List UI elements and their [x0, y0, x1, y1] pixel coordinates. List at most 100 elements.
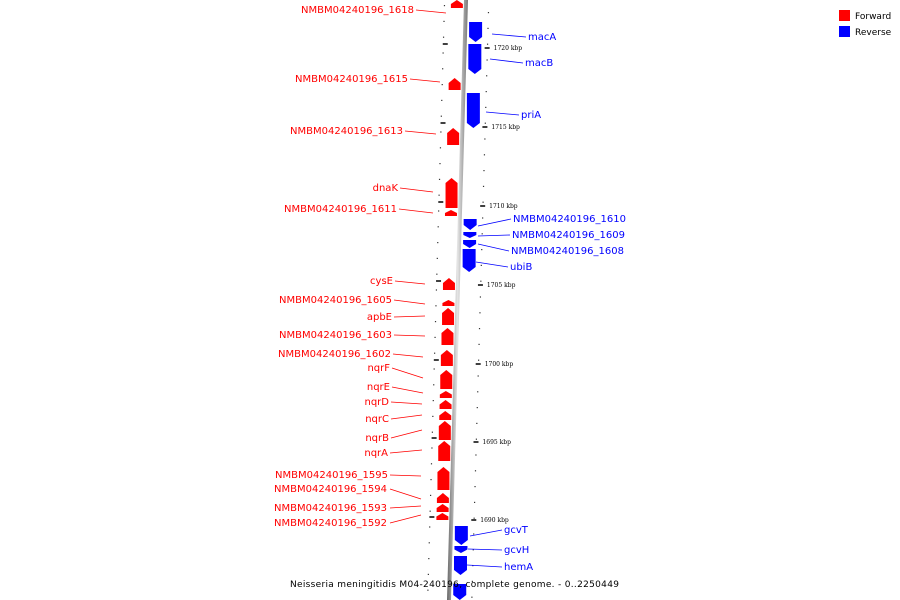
minor-tick: [476, 407, 478, 409]
forward-gene-feature[interactable]: [437, 467, 450, 490]
minor-tick: [475, 438, 477, 440]
reverse-gene-feature[interactable]: [453, 584, 467, 600]
forward-gene-feature[interactable]: [447, 128, 460, 145]
forward-gene-feature[interactable]: [442, 278, 455, 290]
forward-gene-label[interactable]: NMBM04240196_1618: [301, 5, 414, 16]
reverse-gene-feature[interactable]: [466, 93, 480, 128]
reverse-gene-feature[interactable]: [469, 22, 483, 42]
minor-tick: [430, 479, 432, 481]
forward-gene-feature[interactable]: [439, 411, 452, 420]
forward-gene-label[interactable]: cysE: [370, 276, 393, 287]
forward-gene-feature[interactable]: [436, 513, 449, 520]
minor-tick: [433, 384, 435, 386]
reverse-gene-label[interactable]: ubiB: [510, 262, 532, 273]
forward-gene-leader: [392, 353, 424, 358]
reverse-gene-label[interactable]: hemA: [504, 562, 533, 573]
forward-gene-feature[interactable]: [448, 78, 461, 90]
minor-tick: [428, 558, 430, 560]
minor-tick: [486, 43, 489, 45]
reverse-gene-label[interactable]: NMBM04240196_1610: [513, 214, 626, 225]
forward-gene-label[interactable]: NMBM04240196_1603: [279, 330, 392, 341]
forward-gene-feature[interactable]: [442, 300, 455, 306]
minor-tick: [479, 312, 481, 314]
forward-gene-feature[interactable]: [439, 400, 452, 409]
forward-gene-label[interactable]: NMBM04240196_1594: [274, 484, 387, 495]
forward-gene-feature[interactable]: [439, 391, 452, 398]
reverse-gene-feature[interactable]: [468, 44, 482, 74]
forward-gene-leader: [393, 334, 426, 337]
forward-gene-leader: [404, 130, 437, 135]
forward-gene-feature[interactable]: [438, 441, 451, 461]
forward-gene-leader: [398, 208, 434, 214]
forward-gene-feature[interactable]: [436, 493, 449, 503]
reverse-gene-label[interactable]: macA: [528, 32, 556, 43]
forward-gene-label[interactable]: NMBM04240196_1602: [278, 349, 391, 360]
forward-gene-feature[interactable]: [436, 504, 449, 512]
minor-tick: [484, 138, 486, 140]
feature-layer: [436, 0, 483, 600]
minor-tick: [475, 454, 477, 456]
forward-gene-feature[interactable]: [438, 421, 451, 440]
forward-gene-feature[interactable]: [440, 370, 453, 389]
forward-gene-label[interactable]: dnaK: [373, 183, 399, 194]
reverse-gene-feature[interactable]: [463, 219, 477, 230]
reverse-gene-label[interactable]: gcvT: [504, 525, 529, 536]
reverse-gene-label[interactable]: priA: [521, 110, 541, 121]
reverse-gene-feature[interactable]: [462, 249, 476, 272]
reverse-gene-leader: [469, 529, 503, 537]
forward-gene-leader: [393, 299, 426, 305]
scale-tick-label: 1690 kbp: [480, 517, 509, 524]
minor-tick: [441, 99, 443, 101]
reverse-gene-label[interactable]: macB: [525, 58, 553, 69]
genome-backbone: [447, 0, 468, 600]
forward-gene-leader: [409, 78, 441, 83]
forward-gene-leader: [389, 474, 422, 477]
map-caption: Neisseria meningitidis M04-240196, compl…: [290, 580, 619, 590]
minor-tick: [485, 106, 487, 108]
legend-reverse-label: Reverse: [855, 28, 892, 38]
forward-gene-label[interactable]: NMBM04240196_1595: [275, 470, 388, 481]
forward-gene-label[interactable]: nqrD: [365, 397, 390, 408]
minor-tick: [428, 542, 430, 544]
reverse-gene-feature[interactable]: [463, 240, 477, 248]
forward-gene-feature[interactable]: [441, 328, 454, 345]
forward-gene-label[interactable]: nqrF: [367, 363, 390, 374]
reverse-gene-feature[interactable]: [454, 526, 468, 545]
forward-gene-label[interactable]: nqrA: [364, 448, 388, 459]
forward-gene-feature[interactable]: [445, 178, 458, 208]
forward-gene-feature[interactable]: [444, 210, 457, 216]
minor-tick: [429, 494, 432, 496]
minor-tick: [471, 596, 473, 598]
forward-gene-label[interactable]: apbE: [367, 312, 392, 323]
forward-gene-label[interactable]: NMBM04240196_1613: [290, 126, 403, 137]
minor-tick: [472, 549, 474, 551]
forward-gene-feature[interactable]: [442, 308, 455, 325]
reverse-gene-feature[interactable]: [463, 232, 477, 238]
forward-gene-label[interactable]: nqrB: [365, 433, 389, 444]
reverse-gene-feature[interactable]: [454, 546, 468, 553]
forward-gene-label[interactable]: NMBM04240196_1615: [295, 74, 408, 85]
forward-gene-label[interactable]: NMBM04240196_1593: [274, 503, 387, 514]
scale-tick-label: 1700 kbp: [485, 361, 514, 368]
reverse-gene-feature[interactable]: [453, 556, 467, 575]
minor-tick: [477, 391, 479, 393]
reverse-gene-label[interactable]: NMBM04240196_1609: [512, 230, 625, 241]
minor-tick: [486, 75, 488, 77]
forward-gene-feature[interactable]: [450, 0, 463, 8]
forward-gene-label[interactable]: nqrC: [365, 414, 389, 425]
forward-gene-label[interactable]: NMBM04240196_1592: [274, 518, 387, 529]
forward-gene-label[interactable]: NMBM04240196_1611: [284, 204, 397, 215]
reverse-gene-label[interactable]: NMBM04240196_1608: [511, 246, 624, 257]
forward-gene-label[interactable]: nqrE: [367, 382, 390, 393]
minor-tick: [473, 501, 476, 503]
reverse-gene-leader: [477, 218, 512, 227]
minor-tick: [429, 510, 431, 512]
minor-tick: [480, 280, 482, 282]
reverse-gene-label[interactable]: gcvH: [504, 545, 529, 556]
scale-tick-label: 1695 kbp: [482, 439, 511, 446]
forward-gene-label[interactable]: NMBM04240196_1605: [279, 295, 392, 306]
minor-tick: [484, 122, 486, 124]
minor-tick: [437, 226, 439, 228]
forward-gene-feature[interactable]: [440, 350, 453, 366]
